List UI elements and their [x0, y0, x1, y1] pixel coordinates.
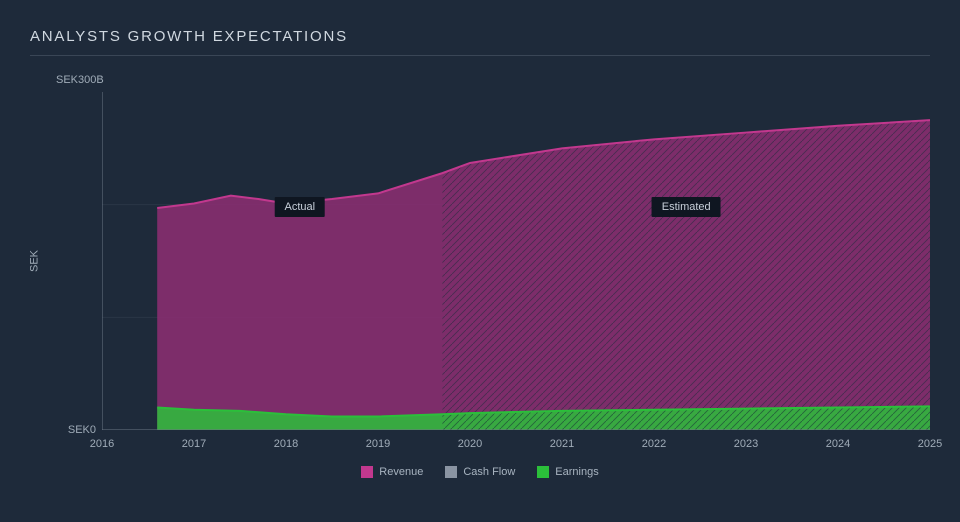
- x-tick-label: 2025: [918, 438, 942, 450]
- x-tick-label: 2021: [550, 438, 574, 450]
- legend-item-cashflow: Cash Flow: [445, 466, 515, 478]
- chart-body: SEK SEK0 Actual Estimated: [30, 92, 930, 430]
- legend-swatch: [445, 466, 457, 478]
- chart-title: ANALYSTS GROWTH EXPECTATIONS: [30, 28, 930, 56]
- y-axis-title-wrap: SEK: [30, 92, 52, 430]
- plot-area: Actual Estimated: [102, 92, 930, 430]
- legend-label: Cash Flow: [463, 466, 515, 478]
- y-min-wrap: SEK0: [52, 92, 102, 430]
- chart-container: ANALYSTS GROWTH EXPECTATIONS SEK300B SEK…: [0, 0, 960, 478]
- legend-label: Earnings: [555, 466, 598, 478]
- legend-label: Revenue: [379, 466, 423, 478]
- y-axis-title: SEK: [28, 250, 40, 272]
- x-tick-label: 2022: [642, 438, 666, 450]
- x-tick-label: 2024: [826, 438, 850, 450]
- legend: Revenue Cash Flow Earnings: [30, 466, 930, 478]
- x-tick-label: 2016: [90, 438, 114, 450]
- legend-swatch: [537, 466, 549, 478]
- estimated-badge: Estimated: [652, 197, 721, 217]
- legend-item-revenue: Revenue: [361, 466, 423, 478]
- y-max-label: SEK300B: [56, 74, 930, 86]
- legend-item-earnings: Earnings: [537, 466, 598, 478]
- y-min-label: SEK0: [68, 424, 96, 436]
- x-tick-label: 2023: [734, 438, 758, 450]
- x-tick-label: 2018: [274, 438, 298, 450]
- x-tick-label: 2019: [366, 438, 390, 450]
- legend-swatch: [361, 466, 373, 478]
- x-axis: 2016201720182019202020212022202320242025: [102, 438, 930, 452]
- actual-badge: Actual: [275, 197, 326, 217]
- x-tick-label: 2017: [182, 438, 206, 450]
- x-tick-label: 2020: [458, 438, 482, 450]
